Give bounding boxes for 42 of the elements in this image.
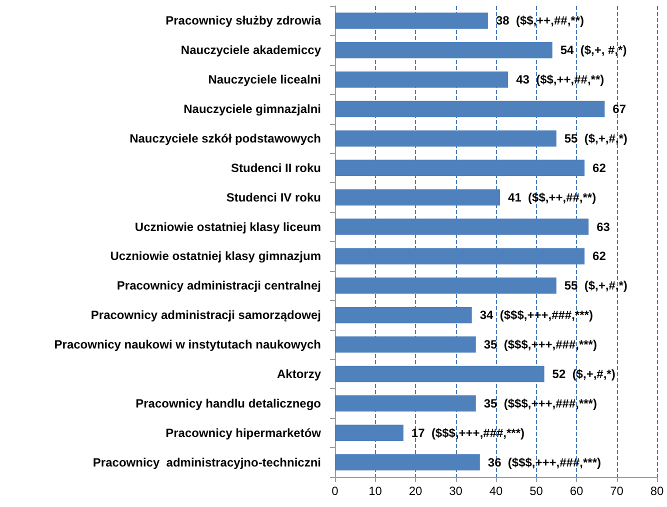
- x-tick-label: 50: [530, 484, 544, 498]
- y-tick-label: Nauczyciele gimnazjalni: [184, 102, 321, 116]
- data-label: 62: [592, 249, 606, 264]
- y-tick-label: Uczniowie ostatniej klasy gimnazjum: [110, 249, 321, 264]
- data-label: 17 ($$$,+++,###,***): [411, 426, 525, 440]
- y-tick-label: Studenci II roku: [230, 160, 321, 175]
- y-tick-label: Pracownicy administracji centralnej: [116, 278, 321, 293]
- x-tick-label: 30: [449, 484, 463, 498]
- y-tick-label: Pracownicy naukowi w instytutach naukowych: [54, 338, 321, 352]
- data-label: 63: [596, 220, 610, 234]
- y-tick-label: Pracownicy służby zdrowia: [166, 14, 322, 28]
- y-tick-label: Pracownicy hipermarketów: [166, 426, 322, 440]
- data-label: 55 ($,+,#,*): [564, 278, 628, 293]
- data-label: 67: [612, 102, 626, 116]
- data-label: 55 ($,+,#,*): [564, 131, 628, 146]
- x-tick-label: 10: [368, 484, 382, 498]
- data-label: 35 ($$$,+++,###,***): [484, 338, 597, 352]
- data-label: 43 ($$,++,##,**): [516, 72, 604, 87]
- data-label: 52 ($,+,#,*): [552, 366, 616, 381]
- x-tick-label: 40: [489, 484, 503, 498]
- x-tick-label: 80: [650, 484, 664, 498]
- data-label: 38 ($$,++,##,**): [496, 14, 584, 28]
- y-tick-label: Nauczyciele szkół podstawowych: [130, 131, 321, 146]
- x-tick-label: 20: [408, 484, 422, 498]
- data-label: 41 ($$,++,##,**): [508, 190, 596, 204]
- y-tick-label: Aktorzy: [276, 366, 322, 381]
- x-tick-label: 0: [332, 484, 339, 498]
- y-tick-label: Pracownicy handlu detalicznego: [136, 396, 321, 410]
- y-tick-label: Nauczyciele akademiccy: [180, 43, 322, 58]
- data-label: 34 ($$$,+++,###,***): [480, 308, 593, 322]
- y-tick-label: Pracownicy administracyjno-techniczni: [92, 455, 321, 470]
- data-label: 54 ($,+, #,*): [560, 43, 627, 58]
- data-label: 62: [592, 160, 606, 175]
- bar: [335, 366, 544, 382]
- data-label: 35 ($$$,+++,###,***): [484, 396, 597, 410]
- data-label: 36 ($$$,+++,###,***): [488, 455, 601, 470]
- y-tick-label: Studenci IV roku: [226, 190, 321, 204]
- x-tick-label: 60: [570, 484, 584, 498]
- x-tick-label: 70: [610, 484, 624, 498]
- y-tick-label: Nauczyciele licealni: [208, 72, 321, 87]
- y-tick-label: Pracownicy administracji samorządowej: [90, 308, 321, 322]
- y-tick-label: Uczniowie ostatniej klasy liceum: [134, 220, 321, 234]
